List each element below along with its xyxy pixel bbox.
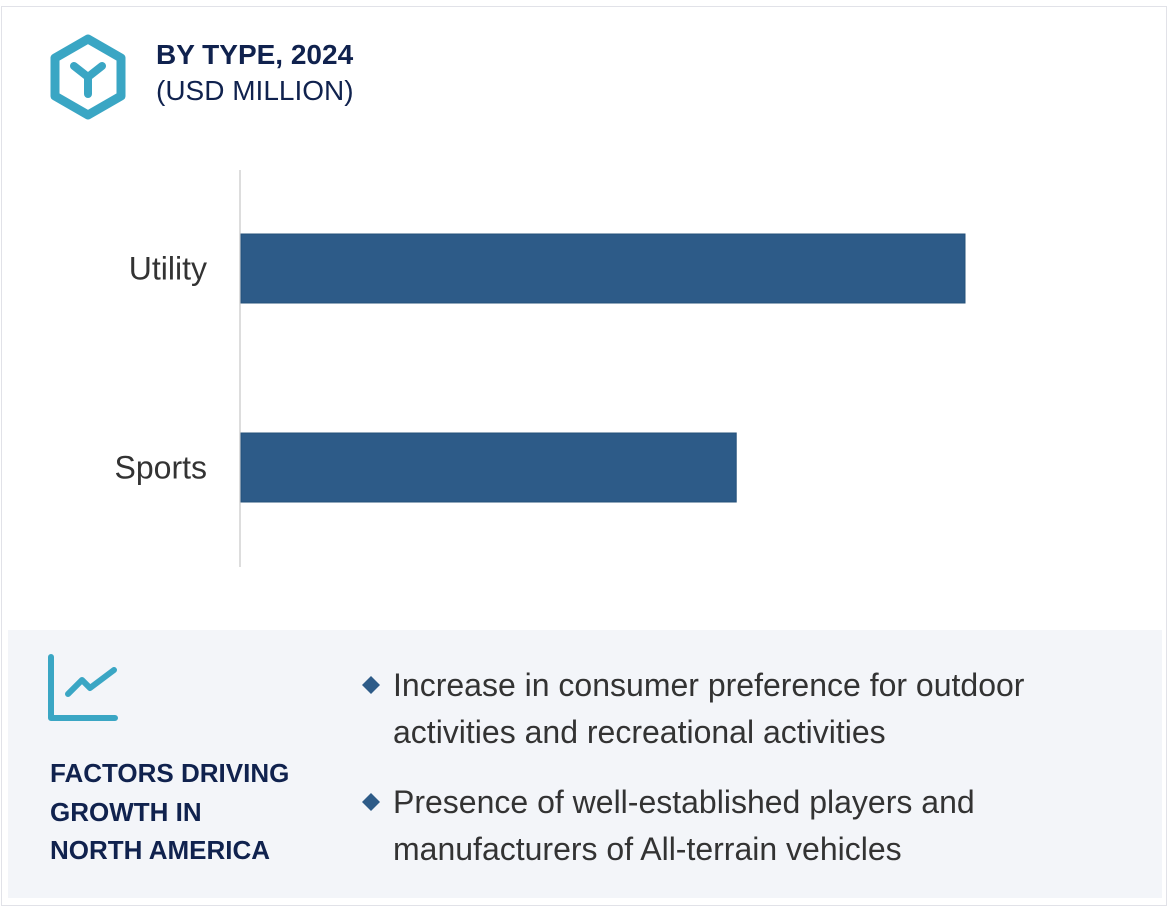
bar-sports: [240, 432, 737, 503]
factors-title-line: GROWTH IN: [50, 796, 202, 827]
factor-text: Increase in consumer preference for outd…: [393, 667, 1025, 750]
hexagon-y-icon: [50, 34, 126, 120]
factors-list: Increase in consumer preference for outd…: [360, 662, 1140, 896]
chart-subtitle: (USD MILLION): [156, 75, 354, 106]
factor-item: Presence of well-established players and…: [360, 779, 1140, 873]
line-chart-icon: [48, 654, 118, 721]
chart-title: BY TYPE, 2024: [156, 39, 354, 70]
bar-utility: [240, 233, 966, 304]
factors-title-line: FACTORS DRIVING: [50, 758, 290, 788]
diamond-bullet-icon: [362, 793, 380, 811]
factor-text: Presence of well-established players and…: [393, 784, 975, 867]
category-label-sports: Sports: [115, 450, 207, 486]
factors-title-line: NORTH AMERICA: [50, 835, 271, 865]
diamond-bullet-icon: [362, 676, 380, 694]
factors-title: FACTORS DRIVING GROWTH IN NORTH AMERICA: [50, 754, 320, 870]
category-label-utility: Utility: [129, 251, 207, 287]
factor-item: Increase in consumer preference for outd…: [360, 662, 1140, 756]
factors-panel: [8, 630, 1162, 898]
bar-chart: Utility Sports: [115, 170, 966, 567]
